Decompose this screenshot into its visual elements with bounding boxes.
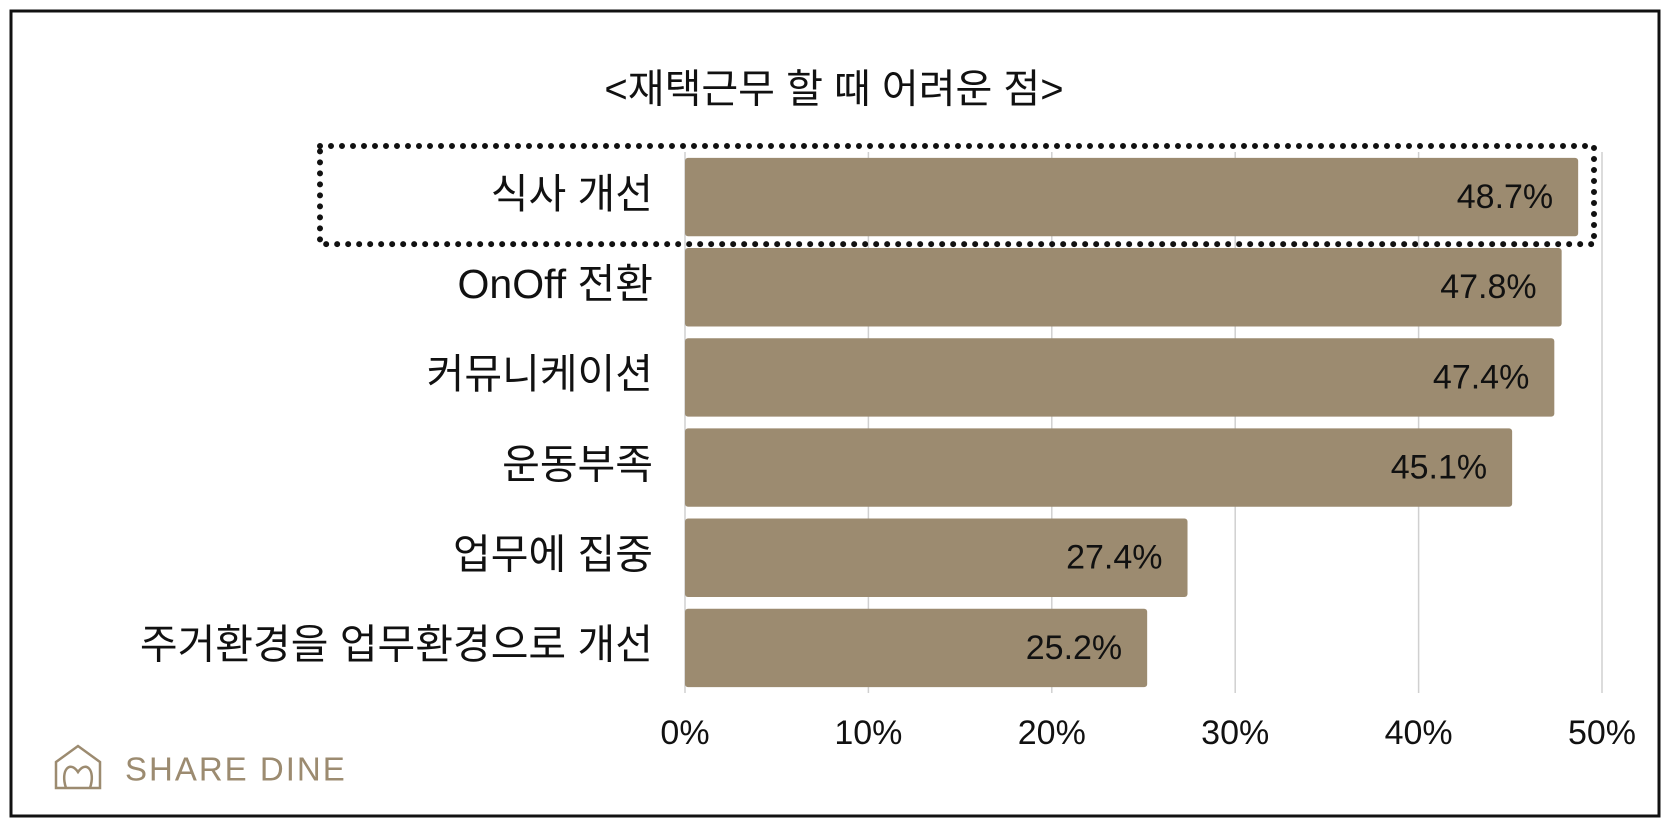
brand-logo [54,744,102,790]
y-tick-label: 업무에 집중 [453,532,653,578]
x-tick-label: 20% [1018,714,1086,752]
chart-title: <재택근무 할 때 어려운 점> [604,68,1063,112]
bar [685,338,1555,417]
value-label: 47.4% [1433,358,1529,396]
highlight-box [317,143,1597,248]
x-tick-label: 50% [1568,714,1636,752]
bar [685,428,1513,507]
y-tick-label: OnOff 전환 [458,261,653,307]
bar [685,248,1562,327]
y-tick-label: 커뮤니케이션 [427,351,653,397]
x-tick-label: 0% [660,714,709,752]
value-label: 27.4% [1066,539,1162,577]
value-label: 45.1% [1391,449,1487,487]
value-label: 25.2% [1026,629,1122,667]
bar [685,518,1188,597]
y-tick-label: 운동부족 [502,441,653,487]
brand-name: SHARE DINE [125,751,347,788]
bar [685,157,1579,237]
x-tick-label: 10% [834,714,902,752]
value-label: 48.7% [1457,178,1553,216]
y-tick-label: 식사 개선 [491,171,653,217]
x-tick-label: 30% [1201,714,1269,752]
x-tick-label: 40% [1385,714,1453,752]
value-label: 47.8% [1440,268,1536,306]
bar [685,608,1148,688]
y-tick-label: 주거환경을 업무환경으로 개선 [140,622,653,668]
